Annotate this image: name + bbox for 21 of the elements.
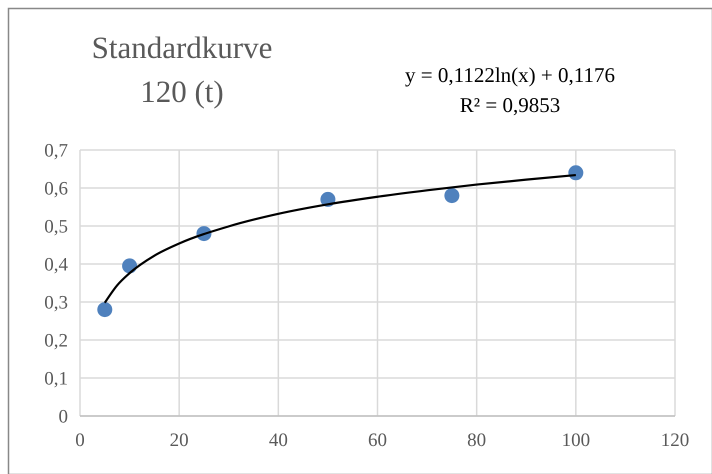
point	[568, 165, 584, 180]
text: R² = 0,9853	[460, 93, 560, 117]
y-tick-label: 0,6	[44, 178, 68, 200]
x-tick-label: 0	[75, 430, 85, 451]
y-tick-label: 0	[58, 406, 68, 428]
point	[97, 302, 112, 318]
y-tick-label: 0,1	[44, 368, 68, 390]
x-tick-label: 100	[562, 430, 590, 451]
x-tick-label: 40	[268, 430, 288, 451]
y-tick-label: 0,7	[44, 140, 68, 162]
text: y = 0,1122ln(x) + 0,1176	[405, 63, 615, 87]
x-tick-label: 20	[170, 430, 189, 451]
chart-title: Standardkurve 120 (t)	[92, 30, 272, 109]
point	[444, 188, 460, 204]
y-tick-label: 0,2	[44, 330, 68, 352]
y-tick-label: 0,3	[44, 292, 68, 314]
y-tick-label: 0,4	[44, 254, 68, 276]
x-tick-label: 80	[467, 430, 486, 451]
x-tick-label: 60	[368, 430, 387, 451]
x-tick-label: 120	[660, 430, 690, 451]
y-tick-label: 0,5	[44, 216, 68, 238]
